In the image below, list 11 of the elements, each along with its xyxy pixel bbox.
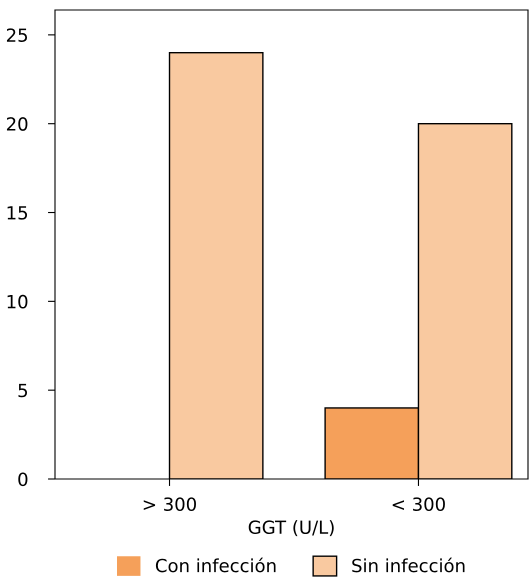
y-tick-label: 20	[6, 117, 28, 131]
y-tick-label: 0	[18, 472, 28, 486]
legend-label: Sin infección	[352, 558, 464, 572]
y-tick-label: 25	[6, 28, 28, 42]
y-tick-label: 10	[8, 294, 28, 308]
y-tick-label: 5	[18, 384, 28, 398]
x-tick-label: > 300	[144, 497, 196, 512]
x-axis-title: GGT (U/L)	[248, 520, 334, 536]
y-tick-label: 15	[8, 206, 28, 220]
legend-label: Con infección	[156, 558, 276, 572]
x-tick-label: < 300	[392, 497, 445, 512]
